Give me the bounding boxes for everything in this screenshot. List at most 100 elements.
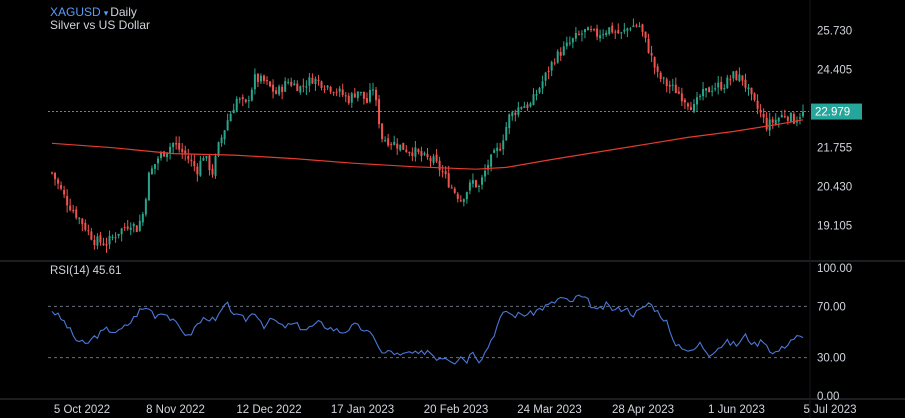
candle-body — [320, 81, 323, 89]
candle-body — [553, 62, 556, 64]
candle-body — [302, 85, 305, 87]
candle-body — [138, 220, 141, 231]
candle-body — [314, 78, 317, 84]
candles — [51, 18, 804, 253]
candle-body — [623, 29, 626, 32]
candle-body — [381, 123, 384, 140]
candle-body — [735, 71, 738, 81]
candle-body — [632, 25, 635, 28]
rsi-axis-label: 0.00 — [817, 391, 839, 403]
chevron-down-icon[interactable]: ▾ — [103, 8, 109, 18]
candle-body — [211, 168, 214, 175]
candle-body — [187, 156, 190, 160]
candle-body — [577, 33, 580, 35]
candle-body — [256, 73, 259, 82]
candle-body — [223, 130, 226, 140]
rsi-axis-label: 30.00 — [817, 353, 846, 365]
candle-body — [635, 25, 638, 27]
candle-body — [774, 119, 777, 125]
candle-body — [75, 209, 78, 218]
candle-body — [341, 89, 344, 96]
candle-body — [365, 98, 368, 103]
rsi-value: 45.61 — [92, 265, 122, 277]
time-axis-label: 1 Jun 2023 — [708, 404, 765, 416]
candle-body — [571, 38, 574, 43]
last-price-badge-label: 22.979 — [815, 107, 850, 119]
candle-body — [599, 35, 602, 39]
candle-body — [396, 143, 399, 149]
candle-body — [562, 46, 565, 55]
time-axis-label: 24 Mar 2023 — [517, 404, 582, 416]
candle-body — [481, 177, 484, 185]
time-axis-label: 20 Feb 2023 — [424, 404, 489, 416]
candle-body — [683, 99, 686, 103]
candle-body — [359, 91, 362, 93]
candle-body — [232, 109, 235, 114]
candle-body — [375, 89, 378, 101]
candle-body — [692, 104, 695, 112]
candle-body — [235, 98, 238, 111]
candle-body — [708, 87, 711, 93]
candle-body — [426, 153, 429, 158]
candle-body — [747, 87, 750, 90]
candle-body — [205, 156, 208, 159]
candle-body — [423, 153, 426, 155]
candle-body — [511, 112, 514, 117]
candle-body — [132, 223, 135, 227]
candle-body — [759, 109, 762, 113]
candle-body — [677, 91, 680, 94]
candle-body — [81, 218, 84, 225]
candle-body — [629, 28, 632, 30]
candle-body — [798, 117, 801, 119]
candle-body — [408, 152, 411, 154]
candle-body — [169, 146, 172, 153]
candle-body — [308, 77, 311, 86]
candle-body — [574, 33, 577, 39]
candle-body — [641, 24, 644, 33]
candle-body — [417, 149, 420, 152]
candle-body — [160, 152, 163, 159]
candle-body — [78, 218, 81, 220]
candle-body — [329, 86, 332, 92]
candle-body — [520, 107, 523, 109]
candle-body — [129, 227, 132, 230]
candle-body — [674, 84, 677, 94]
candle-body — [444, 171, 447, 175]
candle-body — [217, 142, 220, 156]
candle-body — [499, 148, 502, 151]
symbol-name[interactable]: XAGUSD — [50, 5, 101, 19]
candle-body — [753, 93, 756, 100]
candle-body — [353, 93, 356, 98]
candle-body — [744, 79, 747, 88]
candle-body — [172, 143, 175, 148]
candle-body — [114, 237, 117, 239]
candle-body — [90, 231, 93, 240]
candle-body — [144, 199, 147, 215]
rsi-line — [51, 294, 804, 365]
candle-body — [608, 27, 611, 35]
candle-body — [802, 111, 804, 117]
timeframe-label[interactable]: Daily — [110, 5, 137, 19]
candle-body — [565, 42, 568, 47]
candle-body — [702, 88, 705, 97]
rsi-legend[interactable]: RSI(14) 45.61 — [50, 264, 121, 278]
candle-body — [350, 93, 353, 103]
candle-body — [347, 95, 350, 104]
candle-body — [259, 75, 262, 82]
candle-body — [287, 81, 290, 83]
price-axis-label: 25.730 — [817, 26, 852, 38]
candle-body — [368, 89, 371, 102]
symbol-selector[interactable]: XAGUSD ▾ Daily — [50, 5, 137, 20]
rsi-axis-label: 100.00 — [817, 263, 852, 275]
candle-body — [780, 114, 783, 118]
rsi-axis-label: 70.00 — [817, 301, 846, 313]
candle-body — [311, 77, 314, 84]
candle-body — [771, 119, 774, 123]
candle-body — [63, 189, 66, 195]
price-axis-label: 20.430 — [817, 182, 852, 194]
candle-body — [196, 166, 199, 175]
candle-body — [484, 170, 487, 177]
candle-body — [290, 81, 293, 86]
candle-body — [711, 90, 714, 92]
